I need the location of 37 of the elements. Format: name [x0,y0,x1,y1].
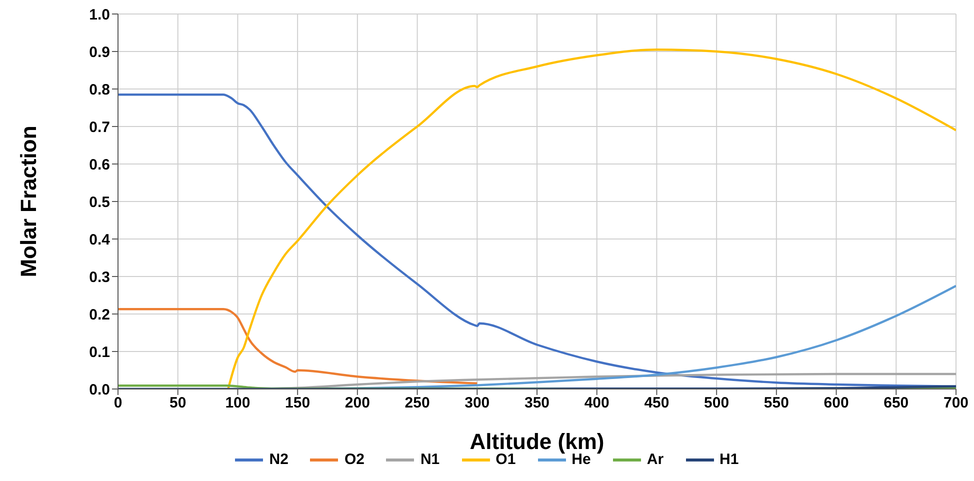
legend-label: He [572,451,591,468]
x-tick-label: 200 [344,394,370,412]
x-tick-label: 300 [464,394,490,412]
legend-label: O1 [496,451,516,468]
legend-label: Ar [646,451,664,468]
legend-label: N1 [420,451,440,468]
line-series [227,48,956,389]
x-axis-title: Altitude (km) [470,429,604,454]
x-tick-label: 650 [884,394,909,412]
y-tick-label: 0.8 [89,81,110,98]
y-tick-label: 0.7 [89,118,110,136]
x-tick-label: 600 [824,394,849,412]
x-tick-label: 700 [943,394,969,412]
x-tick-label: 100 [225,394,250,412]
x-tick-label: 450 [644,394,670,412]
x-tick-label: 50 [170,394,186,412]
x-tick-label: 550 [764,394,789,412]
legend-label: H1 [720,451,739,468]
y-tick-label: 1.0 [89,6,110,24]
legend-label: N2 [269,451,288,468]
y-tick-label: 0.9 [89,44,110,61]
y-tick-label: 0.0 [89,381,110,398]
x-tick-label: 350 [524,394,550,412]
y-tick-label: 0.6 [89,156,110,174]
y-tick-label: 0.4 [89,231,111,248]
legend-label: O2 [344,451,364,468]
x-tick-label: 400 [584,394,610,412]
y-tick-label: 0.1 [89,344,110,361]
x-tick-label: 500 [704,394,730,412]
x-tick-label: 250 [404,394,430,412]
x-tick-label: 0 [114,394,122,412]
line-series [118,308,478,384]
y-axis-title: Molar Fraction [16,126,41,278]
y-tick-label: 0.3 [89,268,110,286]
y-tick-label: 0.2 [89,306,110,324]
y-tick-label: 0.5 [89,194,110,211]
x-tick-label: 150 [285,394,310,412]
